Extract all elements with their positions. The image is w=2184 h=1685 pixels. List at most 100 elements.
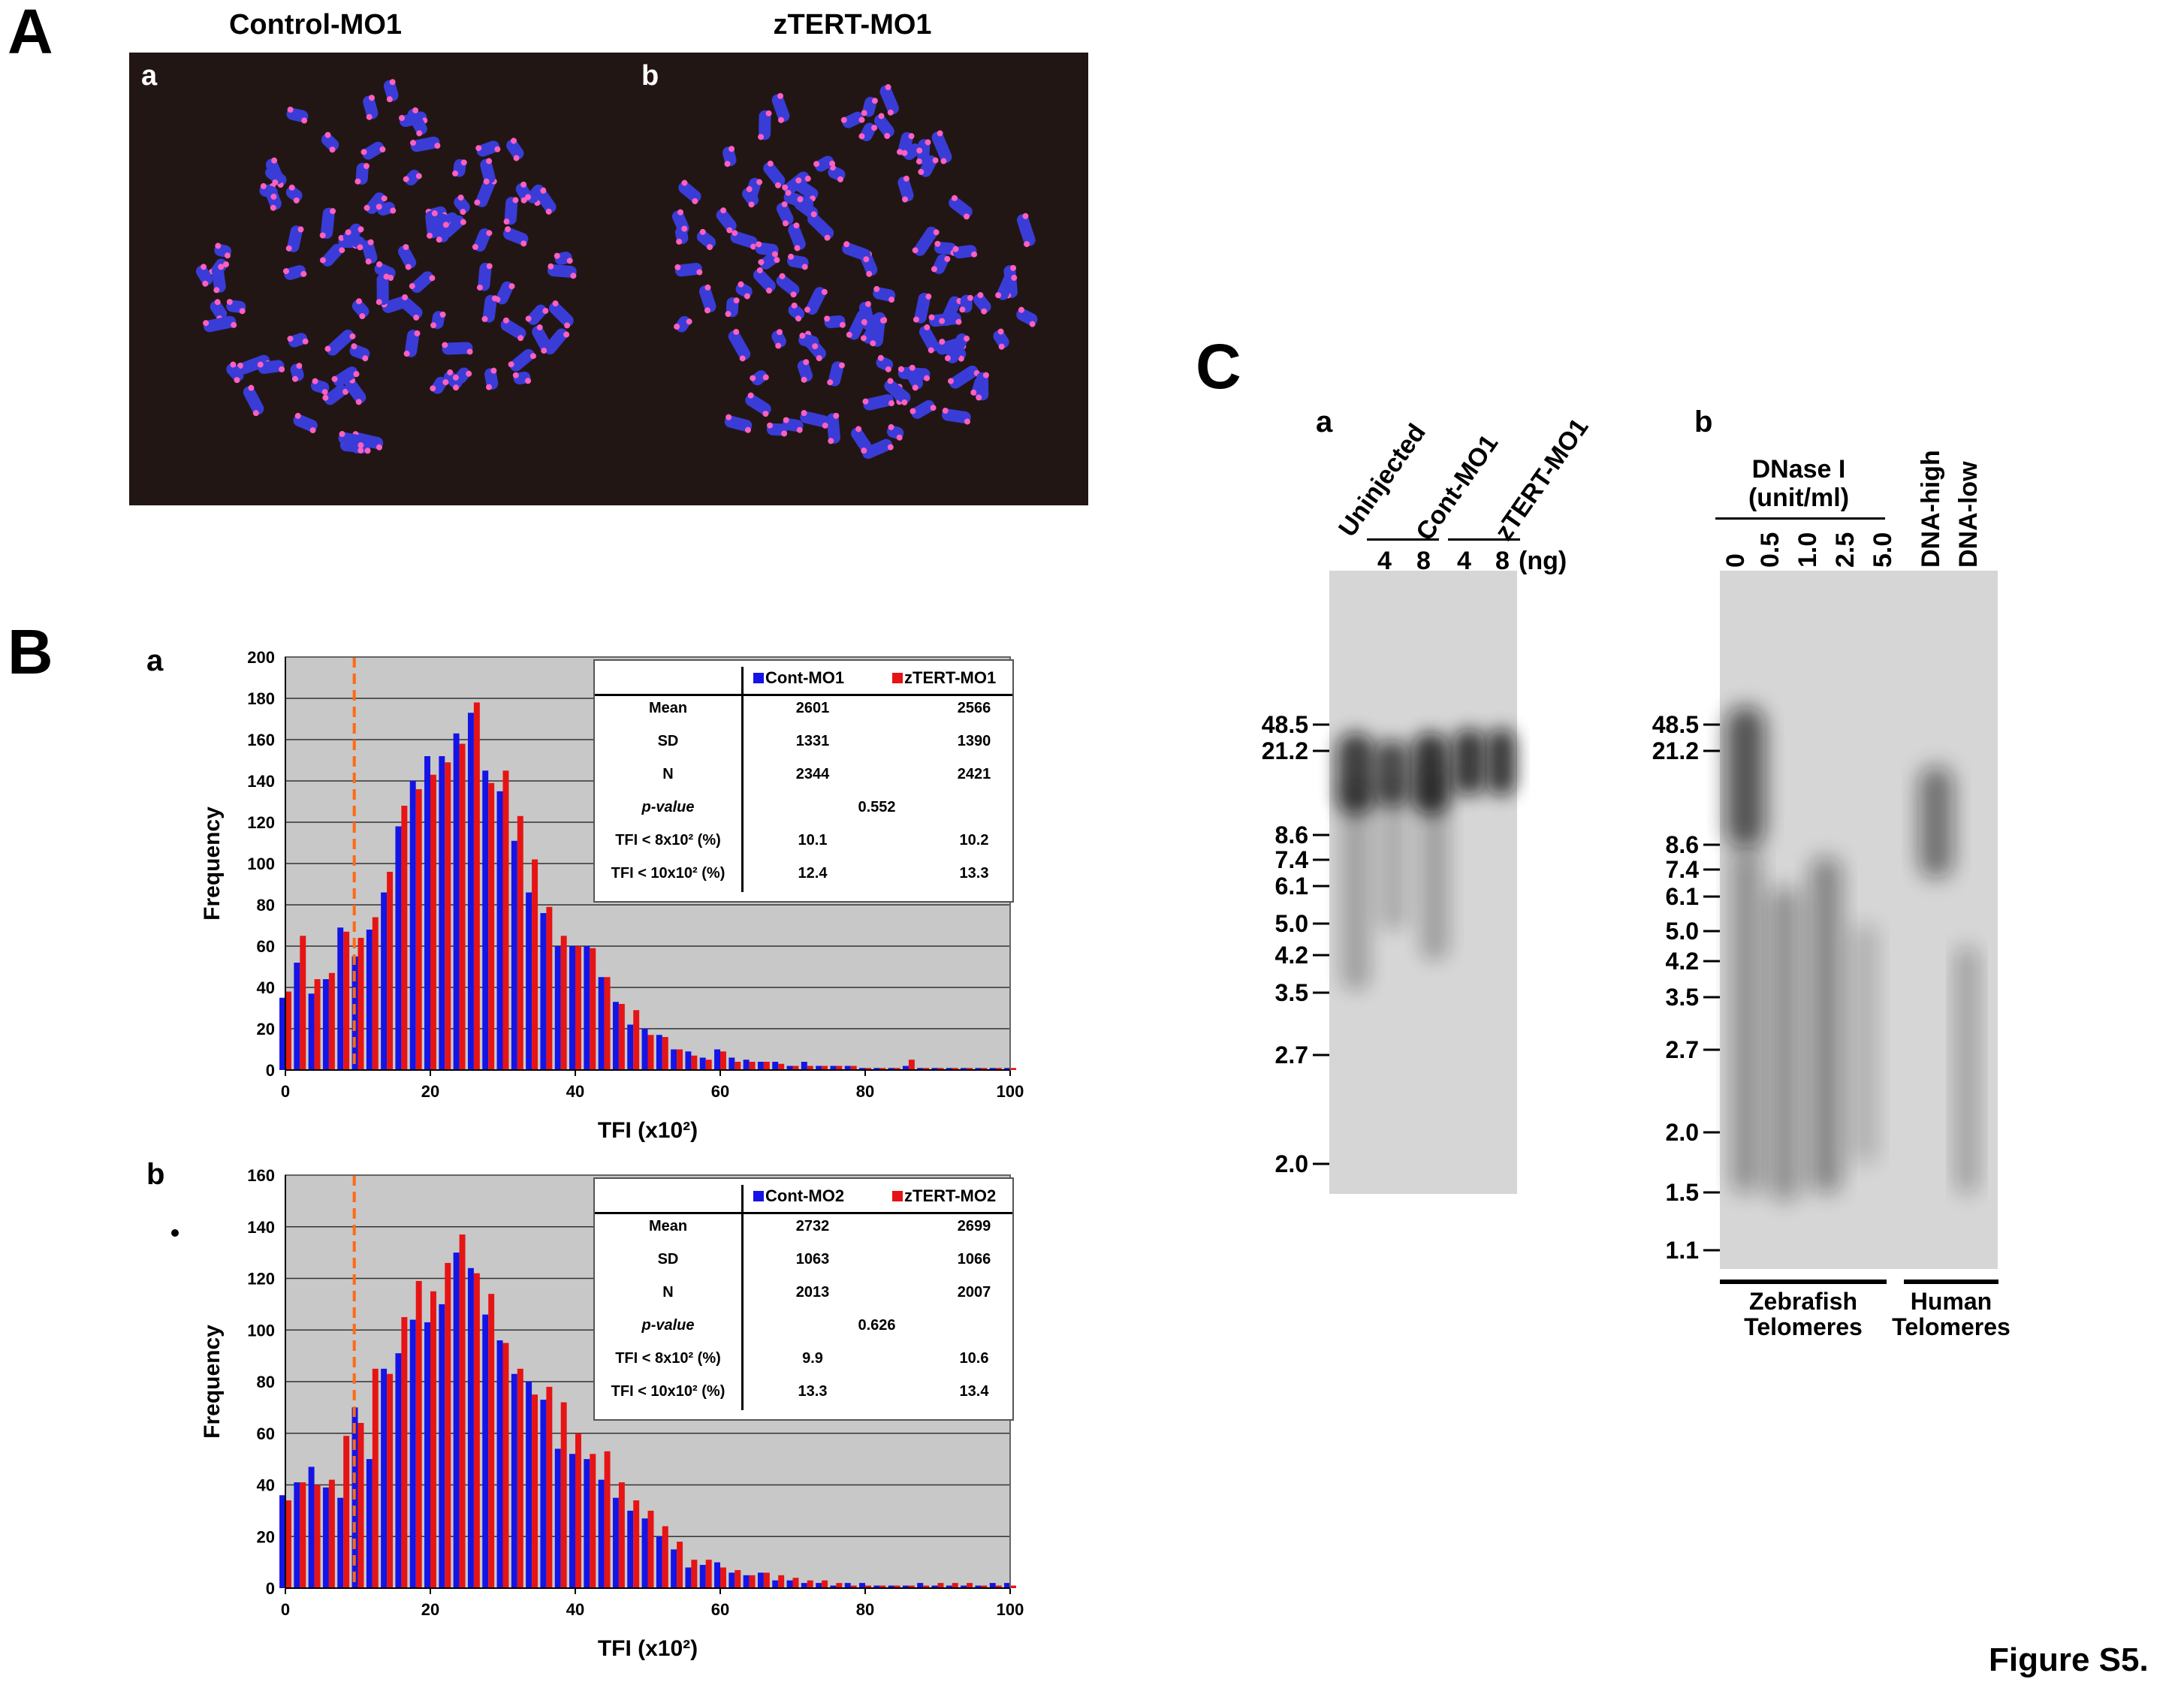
telomere-signal [409, 282, 415, 289]
chromosome-body [730, 231, 758, 249]
telomere-signal [812, 343, 819, 350]
telomere-signal [924, 375, 931, 381]
stats-cell-series-1: 10.1 [798, 832, 828, 849]
y-tick-label: 40 [257, 1476, 275, 1495]
chromosome-body [884, 379, 911, 404]
bar-series-2 [445, 1262, 451, 1588]
chromosome-body [742, 188, 759, 206]
legend-series-2: zTERT-MO2 [892, 1186, 996, 1206]
figure-label: Figure S5. [1989, 1641, 2149, 1678]
telomere-signal [928, 347, 934, 354]
bar-series-2 [720, 1567, 726, 1588]
legend-label: Cont-MO2 [765, 1186, 845, 1205]
x-tick-label: 40 [566, 1600, 584, 1619]
telomere-signal [1029, 321, 1036, 327]
telomere-signal [285, 245, 292, 252]
telomere-signal [300, 270, 307, 277]
telomere-signal [409, 140, 416, 146]
gel-b-lane-label: DNA-high [1917, 450, 1945, 568]
telomere-signal [733, 297, 740, 304]
bar-series-2 [763, 1572, 770, 1588]
chromosome [724, 414, 753, 433]
bar-series-1 [844, 1583, 851, 1588]
chromosome [452, 158, 467, 177]
y-tick-label: 100 [247, 1321, 275, 1340]
chromosome [226, 361, 244, 384]
stats-cell-series-1: 9.9 [802, 1350, 823, 1367]
telomere-signal [783, 417, 789, 424]
telomere-signal [339, 247, 345, 254]
chromosome-spread-ztert [671, 84, 1038, 460]
chromosome-body [443, 371, 463, 389]
telomere-signal [398, 115, 405, 122]
chromosome-body [904, 366, 924, 390]
telomere-signal [976, 394, 982, 401]
bar-series-1 [902, 1585, 909, 1588]
size-marker-label: 4.2 [1666, 948, 1699, 975]
telomere-signal [345, 229, 351, 236]
telomere-signal [699, 228, 706, 235]
gel-smear [1731, 849, 1761, 1194]
telomere-signal [756, 241, 762, 248]
bar-series-2 [923, 1068, 930, 1070]
bar-series-2 [647, 1035, 654, 1070]
telomere-signal [457, 194, 464, 201]
bar-series-2 [357, 1423, 364, 1588]
chromosome-body [243, 386, 264, 415]
bar-series-2 [952, 1583, 958, 1588]
bar-series-1 [496, 791, 503, 1070]
telomere-signal [367, 239, 374, 246]
chromosome [952, 245, 978, 259]
chromosome-body [776, 275, 800, 296]
chromosome-body [949, 365, 979, 389]
chromosome-body [815, 155, 834, 172]
bar-series-1 [699, 1565, 706, 1588]
chromosome-body [976, 372, 989, 401]
telomere-signal [804, 175, 811, 182]
chromosome [758, 252, 780, 270]
dnase-header: DNase I (unit/ml) [1716, 455, 1881, 512]
telomere-signal [291, 375, 298, 382]
chromosome-body [287, 225, 303, 252]
stats-cell-series-2: 2007 [957, 1284, 991, 1301]
telomere-signal [839, 321, 846, 328]
telomere-signal [744, 293, 750, 300]
chromosome [824, 315, 846, 329]
gel-a-letter: a [1316, 405, 1333, 439]
size-marker-label: 6.1 [1275, 873, 1308, 900]
telomere-signal [909, 408, 916, 414]
bar-series-2 [459, 743, 466, 1070]
y-tick-label: 60 [257, 1424, 275, 1443]
chromosome-body [842, 111, 864, 128]
y-tick-label: 20 [257, 1527, 275, 1546]
chromosome [993, 328, 1009, 350]
chromosome [995, 273, 1018, 300]
gel-smear [1919, 766, 1953, 879]
telomere-signal [287, 336, 294, 342]
telomere-signal [386, 96, 393, 103]
gel-b-lane-label: 1.0 [1793, 532, 1822, 568]
bar-series-2 [517, 815, 523, 1070]
chromosome-body [527, 304, 547, 325]
human-group-bar [1904, 1280, 1998, 1284]
telomere-signal [766, 288, 773, 294]
bar-series-2 [430, 1291, 436, 1588]
x-axis-label: TFI (x10²) [598, 1118, 698, 1143]
chromosome-body [204, 315, 237, 333]
chromosome-body [405, 170, 421, 185]
telomere-signal [912, 247, 919, 254]
stats-row-pvalue: 0.552 [858, 799, 896, 815]
bar-series-1 [772, 1062, 779, 1070]
chromosome [674, 315, 692, 333]
bar-series-1 [786, 1580, 793, 1588]
bar-series-2 [604, 977, 611, 1070]
chromosome [725, 297, 740, 318]
bar-series-2 [647, 1510, 654, 1588]
telomere-signal [491, 295, 498, 302]
telomere-signal [756, 267, 763, 273]
bar-series-1 [496, 1340, 503, 1588]
chromosome [800, 409, 829, 429]
telomere-signal [252, 410, 259, 417]
chromosome [947, 365, 980, 389]
telomere-signal [288, 184, 295, 191]
